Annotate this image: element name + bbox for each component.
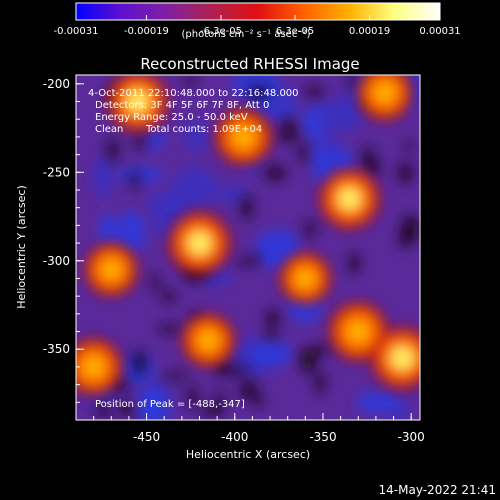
dark-contour	[263, 164, 288, 182]
x-tick-label: -400	[221, 430, 248, 444]
cold-region	[99, 213, 117, 249]
plot-frame	[75, 74, 421, 421]
hotspot-core	[101, 259, 122, 280]
hotspot-core	[347, 320, 370, 343]
colorbar-unit-label: (photons cm⁻² s⁻¹ asec⁻²)	[181, 29, 310, 40]
heatmap-area	[76, 75, 420, 420]
dark-contour	[240, 195, 254, 220]
annotation-detectors: Detectors: 3F 4F 5F 6F 7F 8F, Att 0	[95, 100, 269, 111]
dark-contour	[347, 252, 362, 274]
dark-contour	[405, 138, 414, 154]
dark-contour	[299, 348, 320, 361]
colorbar-tick-label: 6.3e-05	[276, 26, 314, 37]
colorbar-tick-label: -6.3e-05	[200, 26, 242, 37]
y-tick-label: -350	[43, 342, 70, 356]
y-tick-label: -250	[43, 165, 70, 179]
dark-contour	[95, 402, 112, 418]
cold-region	[315, 99, 341, 134]
chart-title: Reconstructed RHESSI Image	[140, 55, 359, 73]
hotspot-core	[374, 82, 395, 103]
dark-contour	[277, 125, 300, 143]
colorbar-gradient	[75, 2, 441, 21]
cold-region	[116, 211, 146, 254]
dark-contour	[365, 160, 383, 175]
cold-region	[145, 129, 165, 151]
hotspot-core	[198, 330, 219, 351]
annotation-time-range: 4-Oct-2011 22:10:48.000 to 22:16:48.000	[88, 88, 299, 99]
x-tick-label: -300	[398, 430, 425, 444]
dark-contour	[129, 170, 140, 190]
dark-contour	[227, 366, 249, 376]
cold-region	[315, 138, 344, 155]
y-axis: -200 -250 -300 -350	[43, 77, 84, 421]
annotation-counts: Total counts: 1.09E+04	[145, 124, 262, 135]
colorbar: -0.00031 -0.00019 -6.3e-05 6.3e-05 0.00019 0.…	[54, 2, 461, 40]
dark-contour	[150, 273, 160, 292]
x-tick-label: -450	[133, 430, 160, 444]
hotspot-core	[338, 187, 361, 211]
y-axis-label: Heliocentric Y (arcsec)	[15, 185, 28, 309]
annotation-energy: Energy Range: 25.0 - 50.0 keV	[95, 112, 248, 123]
dark-contour	[396, 162, 415, 184]
cold-region	[137, 386, 167, 420]
hotspot-core	[295, 268, 315, 289]
dark-contour	[121, 406, 135, 416]
hotspot-core	[83, 356, 105, 378]
dark-contour	[296, 143, 309, 163]
y-tick-label: -300	[43, 254, 70, 268]
cold-region	[183, 121, 209, 153]
x-tick-label: -350	[309, 430, 336, 444]
annotation-peak-position: Position of Peak = [-488,-347]	[95, 399, 245, 410]
dark-contour	[238, 257, 256, 267]
dark-contour	[159, 290, 178, 303]
cold-region	[215, 185, 250, 204]
dark-contour	[246, 84, 270, 102]
hotspot-core	[126, 90, 150, 113]
dark-contour	[131, 349, 148, 376]
dark-contour	[133, 134, 146, 149]
dark-contour	[183, 75, 198, 85]
x-axis: -450 -400 -350 -300	[75, 413, 425, 444]
dark-contour	[348, 75, 357, 91]
dark-contour	[156, 323, 182, 334]
cold-region	[117, 166, 164, 184]
cold-region	[356, 392, 400, 414]
dark-contour	[263, 328, 280, 339]
cold-region	[333, 92, 362, 133]
x-axis-label: Heliocentric X (arcsec)	[186, 448, 310, 461]
dark-contour	[314, 370, 326, 395]
annotation-method: Clean	[95, 124, 123, 135]
dark-contour	[215, 388, 225, 414]
dark-contour	[253, 394, 264, 409]
cold-region	[250, 341, 294, 367]
cold-region	[145, 192, 185, 212]
dark-contour	[106, 138, 120, 163]
colorbar-tick-label: -0.00019	[124, 26, 169, 37]
colorbar-tick-label: 0.00031	[419, 26, 460, 37]
cold-region	[93, 155, 115, 199]
colorbar-tick-label: 0.00019	[349, 26, 390, 37]
dark-contour	[238, 379, 259, 402]
dark-contour	[303, 220, 318, 237]
dark-contour	[304, 85, 324, 98]
dark-contour	[410, 219, 420, 240]
hotspot-core	[390, 346, 415, 370]
colorbar-tick-label: -0.00031	[54, 26, 99, 37]
dark-contour	[186, 384, 199, 410]
dark-contour	[163, 371, 188, 380]
y-tick-label: -200	[43, 77, 70, 91]
dark-contour	[263, 309, 281, 326]
hotspot-core	[232, 126, 255, 148]
footer-timestamp: 14-May-2022 21:41	[379, 483, 496, 497]
dark-contour	[397, 229, 414, 248]
hotspot-core	[187, 231, 212, 255]
